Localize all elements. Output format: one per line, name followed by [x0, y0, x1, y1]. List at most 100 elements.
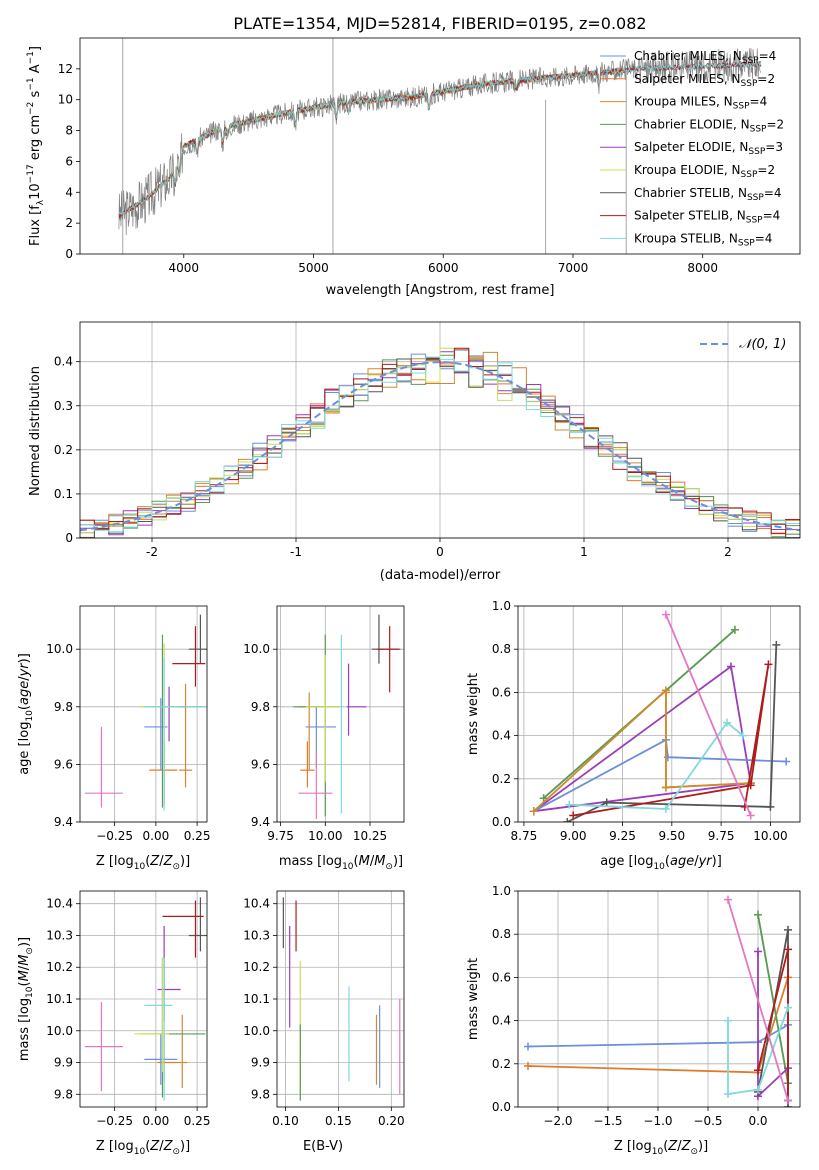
- y-tick-label: 12: [58, 62, 73, 76]
- errorbar-point: [134, 957, 170, 1073]
- errorbar-point: [298, 752, 333, 820]
- x-tick-label: 4000: [169, 261, 200, 275]
- y-tick-label: 6: [65, 154, 73, 168]
- x-tick-label: −1.0: [643, 1114, 672, 1128]
- mass-vs-ebv-axes: 0.10 0.15 0.20 9.8 9.9 10.0 10.1 10.2 10.3 10.4: [243, 890, 405, 1128]
- weight-point-marker: [730, 625, 739, 634]
- y-tick-label: 9.9: [54, 1056, 73, 1070]
- y-tick-label: 0: [65, 247, 73, 261]
- weight-point-marker: [661, 783, 670, 792]
- y-tick-label: 10.1: [46, 992, 73, 1006]
- y-tick-label: 10.3: [243, 928, 270, 942]
- errorbar-point: [300, 741, 315, 788]
- weight-point-marker: [563, 818, 572, 822]
- x-tick-label: 0: [436, 545, 444, 559]
- weight-point-marker: [784, 945, 792, 954]
- weight-point-marker: [565, 800, 574, 809]
- residuals-ylabel: Normed distribution: [28, 366, 43, 496]
- weight-point-marker: [784, 925, 792, 934]
- x-tick-label: 0.10: [272, 1114, 299, 1128]
- axes-frame: [276, 605, 405, 823]
- x-tick-label: 0.20: [378, 1114, 405, 1128]
- errorbar-point: [157, 925, 181, 1022]
- y-tick-label: 1.0: [492, 599, 511, 613]
- errorbar-point: [162, 900, 204, 958]
- legend-label: Chabrier ELODIE, NSSP=2: [634, 117, 784, 134]
- x-tick-label: −1.5: [593, 1114, 622, 1128]
- errorbar-point: [293, 634, 342, 817]
- axes-frame: [79, 605, 208, 823]
- grid-lines: [80, 606, 207, 823]
- y-tick-label: 9.8: [54, 700, 73, 714]
- weight-line-kroupa-miles: [533, 688, 751, 812]
- residuals-xlabel: (data-model)/error: [380, 568, 501, 583]
- x-tick-label: 10.25: [353, 829, 387, 843]
- legend-label: Chabrier STELIB, NSSP=4: [634, 186, 782, 203]
- legend-label: Chabrier MILES, NSSP=4: [634, 49, 776, 66]
- grid-lines: [80, 891, 207, 1107]
- x-tick-label: 9.25: [609, 829, 636, 843]
- spectrum-model-salpeter-elodie: [170, 73, 548, 184]
- x-tick-label: 0.25: [184, 829, 211, 843]
- axes-frame: [79, 37, 801, 255]
- figure-title: PLATE=1354, MJD=52814, FIBERID=0195, z=0…: [233, 14, 646, 33]
- y-tick-label: 10.4: [46, 897, 73, 911]
- weight-point-marker: [724, 1090, 732, 1099]
- y-tick-label: 0.0: [492, 1100, 511, 1114]
- y-tick-label: 10.2: [243, 960, 270, 974]
- wAge-ylabel: mass weight: [466, 673, 481, 755]
- errorbar-point: [339, 634, 344, 814]
- x-tick-label: 8000: [687, 261, 718, 275]
- wZ-xlabel: Z [log10(Z/Z⊙)]: [614, 1139, 708, 1157]
- legend-label: Kroupa ELODIE, NSSP=2: [634, 163, 775, 180]
- spectrum-axes: 4000 5000 6000 7000 8000 0 2 4 6 8 10 12 Chabrier MI…: [58, 37, 801, 275]
- weight-point-marker: [754, 947, 762, 956]
- errorbar-point: [172, 626, 206, 687]
- y-tick-label: 9.8: [54, 1087, 73, 1101]
- plot-content: [84, 897, 207, 1101]
- x-tick-label: 0.25: [184, 1114, 211, 1128]
- ebv-xlabel: E(B-V): [303, 1139, 343, 1154]
- errorbar-point: [175, 1014, 188, 1088]
- y-tick-label: 0.6: [492, 970, 511, 984]
- legend-label: Kroupa STELIB, NSSP=4: [634, 231, 772, 248]
- weight-point-marker: [524, 1042, 532, 1051]
- massZ-xlabel: Z [log10(Z/Z⊙)]: [96, 1139, 190, 1157]
- x-tick-label: −0.25: [96, 1114, 133, 1128]
- weight-line-pink: [665, 614, 752, 816]
- errorbar-point: [305, 706, 337, 768]
- y-tick-label: 1.0: [492, 884, 511, 898]
- y-tick-label: 9.8: [251, 700, 270, 714]
- grid-lines: [277, 606, 404, 823]
- weight-point-marker: [724, 1016, 732, 1025]
- axes-frame: [517, 605, 801, 823]
- legend-label: Salpeter ELODIE, NSSP=3: [634, 140, 783, 157]
- y-tick-label: 0.8: [492, 927, 511, 941]
- weight-point-marker: [784, 1096, 792, 1105]
- legend-label: Salpeter STELIB, NSSP=4: [634, 209, 780, 226]
- weight-point-marker: [524, 1061, 532, 1070]
- mass-vs-metallicity-axes: −0.25 0.00 0.25 9.8 9.9 10.0 10.1 10.2 10.3 10.4: [46, 890, 211, 1128]
- errorbar-point: [144, 657, 206, 811]
- y-tick-label: 0.4: [54, 355, 73, 369]
- spectrum-xlabel: wavelength [Angstrom, rest frame]: [326, 283, 555, 298]
- weight-line-kroupa-stelib: [569, 721, 744, 810]
- errorbar-point: [305, 654, 342, 782]
- y-tick-label: 0.4: [492, 1014, 511, 1028]
- y-tick-label: 0.1: [54, 487, 73, 501]
- x-tick-label: 5000: [298, 261, 329, 275]
- weight-point-marker: [602, 798, 611, 807]
- axes-frame: [517, 890, 801, 1108]
- weight-point-marker: [723, 718, 732, 727]
- y-tick-label: 10.0: [46, 642, 73, 656]
- weight-point-marker: [661, 610, 670, 619]
- x-tick-label: 6000: [428, 261, 459, 275]
- weight-vs-age-axes: 8.75 9.00 9.25 9.50 9.75 10.00 0.0 0.2 0.4 0.6 0.8…: [492, 599, 801, 843]
- x-tick-label: 9.50: [658, 829, 685, 843]
- x-tick-label: -2: [146, 545, 158, 559]
- y-tick-label: 10.1: [243, 992, 270, 1006]
- weight-line-salpeter-elodie: [533, 664, 752, 813]
- normal-reference-curve: [80, 361, 800, 532]
- y-tick-label: 9.4: [54, 815, 73, 829]
- x-tick-label: 1: [580, 545, 588, 559]
